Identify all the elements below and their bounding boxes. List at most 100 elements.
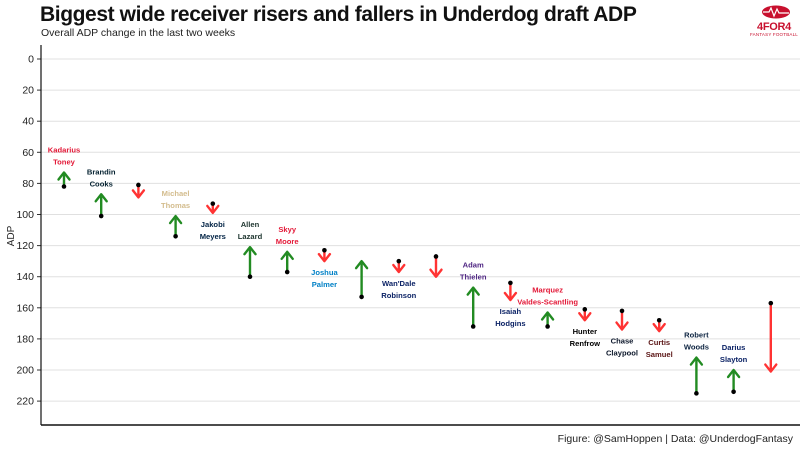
arrow-head: [317, 252, 332, 263]
start-point: [359, 294, 364, 300]
start-point: [433, 254, 439, 259]
riser-arrow: [726, 368, 741, 395]
arrow-head: [94, 193, 108, 203]
arrow-head: [354, 259, 369, 270]
player-label: Marquez: [532, 285, 563, 294]
arrow-marks: [57, 171, 778, 396]
player-label: Michael: [162, 189, 190, 198]
riser-arrow: [168, 214, 183, 239]
riser-arrow: [466, 286, 480, 329]
player-label: Renfrow: [570, 339, 600, 348]
y-tick-label: 200: [16, 365, 34, 377]
player-label: Woods: [684, 343, 709, 352]
y-tick-label: 220: [16, 396, 34, 408]
start-point: [173, 233, 178, 239]
source-caption: Figure: @SamHoppen | Data: @UnderdogFant…: [557, 433, 793, 445]
player-label: Samuel: [646, 350, 673, 359]
start-point: [656, 317, 662, 323]
y-tick-label: 180: [16, 333, 34, 345]
player-label: Moore: [276, 237, 299, 246]
start-point: [545, 324, 550, 329]
player-label: Valdes-Scantling: [517, 297, 578, 306]
riser-arrow: [540, 311, 555, 329]
arrow-head: [578, 312, 592, 322]
chart-subtitle: Overall ADP change in the last two weeks: [41, 27, 236, 39]
faller-arrow: [317, 247, 332, 263]
player-label: Kadarius: [48, 146, 81, 155]
arrow-head: [243, 245, 257, 256]
y-tick-label: 140: [16, 271, 34, 283]
faller-arrow: [578, 307, 592, 322]
player-label: Cooks: [90, 179, 113, 188]
player-label: Curtis: [648, 338, 670, 347]
faller-arrow: [131, 182, 146, 199]
player-label: Adam: [463, 261, 484, 270]
y-tick-label: 120: [16, 240, 34, 252]
y-tick-label: 80: [22, 178, 34, 190]
y-tick-label: 60: [22, 147, 34, 159]
logo-wordmark: 4FOR4: [757, 21, 791, 33]
arrow-head: [652, 322, 666, 333]
y-axis-title: ADP: [6, 225, 17, 246]
player-label: Palmer: [312, 280, 337, 289]
logo-tagline: FANTASY FOOTBALL: [749, 32, 799, 37]
y-axis: 0 20 40 60 80 100 120 140 160 180 200 220: [16, 45, 800, 426]
player-label: Isaiah: [500, 307, 522, 316]
arrow-head: [540, 311, 555, 321]
start-point: [508, 280, 513, 286]
start-point: [284, 269, 290, 275]
riser-arrow: [354, 259, 369, 300]
start-point: [322, 247, 327, 253]
faller-arrow: [206, 201, 220, 215]
arrow-head: [689, 356, 704, 366]
logo-football-icon: [762, 5, 790, 19]
riser-arrow: [243, 245, 257, 280]
faller-arrow: [392, 258, 406, 274]
player-label: Thielen: [460, 273, 487, 282]
y-tick-label: 0: [28, 54, 34, 66]
arrow-head: [615, 321, 629, 331]
player-label: Robert: [684, 331, 709, 340]
player-label: Claypool: [606, 349, 638, 358]
y-tick-label: 100: [16, 209, 34, 221]
riser-arrow: [57, 171, 71, 189]
arrow-head: [392, 263, 406, 274]
player-label: Slayton: [720, 355, 748, 364]
start-point: [98, 213, 104, 219]
start-point: [619, 308, 625, 314]
start-point: [210, 201, 216, 206]
start-point: [731, 389, 736, 395]
player-label: Meyers: [200, 232, 226, 241]
player-label: Lazard: [238, 232, 263, 241]
faller-arrow: [615, 308, 629, 331]
arrow-head: [206, 204, 220, 215]
faller-arrow: [503, 280, 518, 302]
player-label: Darius: [722, 343, 746, 352]
player-label: Toney: [53, 158, 76, 167]
player-label: Hodgins: [495, 319, 525, 328]
y-tick-label: 20: [22, 85, 34, 97]
arrow-head: [280, 250, 294, 261]
arrow-head: [726, 368, 741, 379]
start-point: [61, 184, 67, 189]
player-label: Robinson: [381, 291, 416, 300]
arrow-head: [57, 171, 71, 181]
faller-arrow: [429, 254, 443, 278]
start-point: [136, 182, 141, 188]
y-tick-label: 40: [22, 116, 34, 128]
arrow-head: [168, 214, 183, 225]
arrow-head: [131, 189, 146, 199]
y-tick-label: 160: [16, 302, 34, 314]
player-label: Jakobi: [201, 220, 225, 229]
player-label: Skyy: [278, 225, 297, 234]
start-point: [768, 300, 774, 306]
arrow-head: [503, 291, 518, 302]
player-label: Wan'Dale: [382, 279, 416, 288]
start-point: [582, 307, 588, 312]
player-label: Thomas: [161, 201, 190, 210]
riser-arrow: [689, 356, 704, 396]
player-label: Brandin: [87, 167, 116, 176]
start-point: [470, 324, 476, 329]
arrow-head: [466, 286, 480, 296]
